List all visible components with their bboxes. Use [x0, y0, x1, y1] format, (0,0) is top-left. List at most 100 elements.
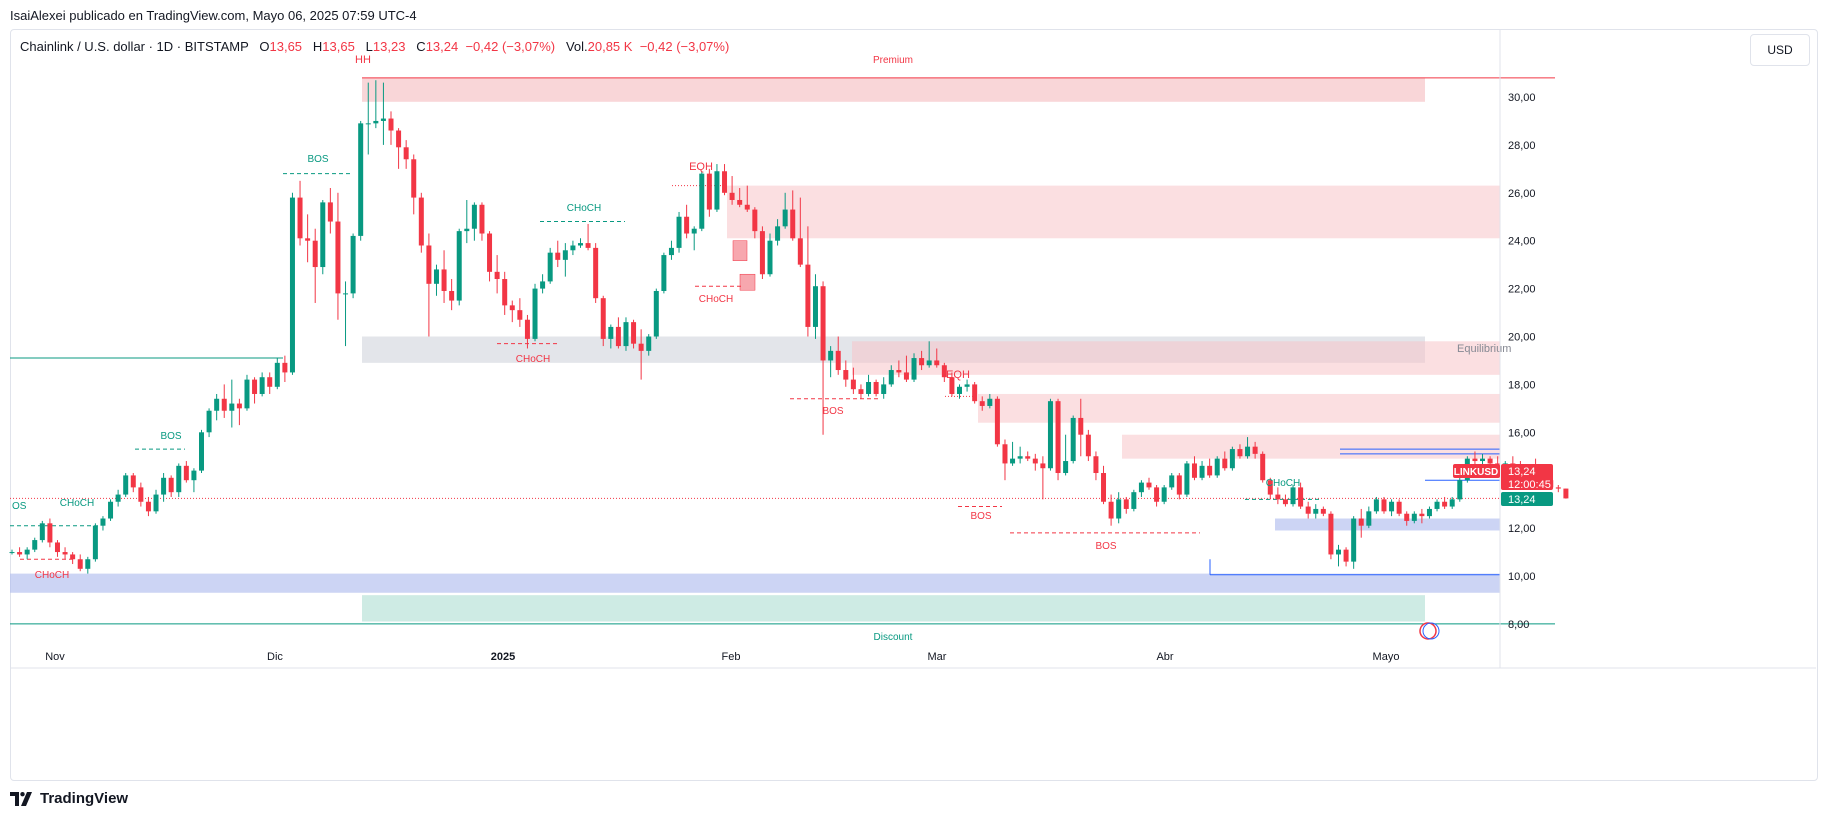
candle [1366, 511, 1372, 526]
candle [1116, 499, 1122, 519]
candle [1282, 499, 1288, 505]
zone-demand [10, 573, 1500, 593]
candle [320, 202, 326, 268]
candle [1313, 508, 1319, 514]
structure-label: EQH [946, 369, 970, 381]
structure-label: CHoCH [567, 203, 601, 214]
candle [39, 523, 45, 541]
x-tick-label: Mayo [1373, 651, 1400, 663]
candle [631, 322, 637, 344]
candle [1449, 499, 1455, 507]
symbol-description[interactable]: Chainlink / U.S. dollar · 1D · BITSTAMP [20, 39, 249, 54]
candle [1176, 475, 1182, 495]
volume-change: −0,42 (−3,07%) [639, 39, 730, 54]
candle [373, 120, 379, 124]
x-tick-label: Nov [45, 651, 65, 663]
structure-label: CHoCH [35, 570, 69, 581]
y-tick-label: 26,00 [1508, 188, 1536, 200]
symbol-badge-label: LINKUSD [1454, 467, 1498, 478]
y-tick-label: 22,00 [1508, 284, 1536, 296]
candle [706, 173, 712, 210]
candle [1199, 465, 1205, 478]
candle [1389, 501, 1395, 512]
candle [873, 382, 879, 394]
candle [206, 410, 212, 433]
y-tick-label: 28,00 [1508, 140, 1536, 152]
x-tick-label: Feb [722, 651, 741, 663]
structure-label: BOS [160, 431, 181, 442]
candle [327, 202, 333, 222]
footer-brand: TradingView [10, 790, 128, 807]
candle [1328, 513, 1334, 555]
candle [729, 192, 735, 200]
structure-label: CHoCH [699, 294, 733, 305]
candle [161, 477, 167, 495]
zone-supply [1122, 434, 1500, 459]
structure-label: BOS [1095, 541, 1116, 552]
candle [934, 360, 940, 366]
candle [600, 298, 606, 339]
candle [1063, 461, 1069, 474]
event-icon [1419, 622, 1437, 640]
candle [221, 398, 227, 411]
candle [426, 245, 432, 284]
symbol-badge [1453, 464, 1500, 478]
candle [183, 465, 189, 481]
candle [1002, 444, 1008, 464]
candle [1351, 518, 1357, 562]
candle [691, 228, 697, 234]
candle [608, 326, 614, 339]
structure-label: CHoCH [60, 498, 94, 509]
candle [1191, 463, 1197, 478]
candle [881, 384, 887, 394]
y-tick-label: 18,00 [1508, 379, 1536, 391]
candle [115, 494, 121, 502]
candle [812, 286, 818, 327]
candle [843, 370, 849, 380]
y-tick-label: 30,00 [1508, 92, 1536, 104]
candle [1381, 499, 1387, 512]
candle [722, 171, 728, 193]
candle [418, 197, 424, 246]
candle [1275, 494, 1281, 500]
candle [903, 372, 909, 380]
candle [775, 226, 781, 241]
structure-label: Premium [873, 55, 913, 66]
zone-premium [362, 77, 1425, 102]
candle [835, 350, 841, 371]
candle [744, 204, 750, 210]
candle [1298, 487, 1304, 507]
candle [85, 559, 91, 569]
event-icon [1422, 622, 1440, 640]
candle [229, 403, 235, 411]
candle [502, 279, 508, 306]
candle [274, 362, 280, 387]
candle [926, 360, 932, 366]
candle [62, 552, 68, 555]
price-badge [1501, 464, 1553, 490]
high-label: H [312, 39, 323, 54]
candle [403, 147, 409, 160]
candle [797, 238, 803, 265]
candle [979, 401, 985, 406]
price-badge-value: 13,24 [1508, 466, 1536, 478]
candle [540, 281, 546, 289]
candle [494, 271, 500, 280]
candle [1442, 501, 1448, 507]
zone-discount [362, 595, 1425, 622]
candle [1032, 458, 1038, 464]
candle [1290, 487, 1296, 505]
candle [1108, 501, 1114, 519]
x-tick-label: Mar [928, 651, 947, 663]
candle [752, 209, 758, 232]
currency-button[interactable]: USD [1750, 34, 1810, 66]
x-tick-label: 2025 [491, 651, 515, 663]
candle [343, 293, 349, 295]
candle [737, 199, 743, 205]
brand-name: TradingView [40, 790, 129, 807]
candle [456, 231, 462, 301]
candle [70, 554, 76, 560]
candle [623, 322, 629, 347]
candle [949, 377, 955, 394]
